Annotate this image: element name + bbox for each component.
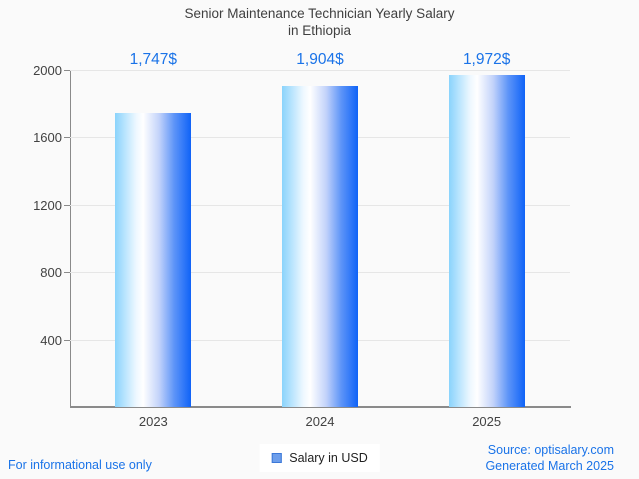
y-tick-mark (64, 70, 70, 71)
legend-swatch-icon (271, 453, 282, 463)
chart-title: Senior Maintenance Technician Yearly Sal… (0, 6, 639, 39)
footer-disclaimer: For informational use only (8, 458, 152, 472)
y-tick-label: 400 (40, 332, 62, 348)
bar-2025[interactable] (448, 74, 525, 407)
bar-2024[interactable] (282, 86, 358, 407)
x-axis-label: 2025 (472, 414, 502, 429)
y-tick-label: 2000 (33, 63, 62, 78)
y-tick-label: 1200 (33, 197, 62, 213)
gridline (70, 70, 570, 71)
y-tick-mark (64, 204, 70, 206)
y-axis-line (70, 70, 71, 407)
x-axis-label: 2023 (138, 414, 168, 429)
bar-value-label: 1,972$ (462, 51, 511, 68)
bar-2023[interactable] (115, 112, 192, 407)
chart-title-line1: Senior Maintenance Technician Yearly Sal… (184, 6, 455, 21)
bar-value-label: 1,904$ (296, 51, 344, 68)
generated-date: Generated March 2025 (485, 459, 614, 473)
footer-source: Source: optisalary.com Generated March 2… (485, 442, 614, 474)
chart-title-line2: in Ethiopia (287, 22, 352, 38)
y-tick-mark (64, 137, 70, 139)
y-tick-label: 1600 (33, 130, 62, 146)
source-link[interactable]: Source: optisalary.com (487, 443, 614, 457)
bar-value-label: 1,747$ (129, 51, 178, 68)
plot-area (70, 70, 570, 407)
y-tick-label: 800 (40, 265, 62, 281)
x-axis-line (70, 406, 571, 408)
y-tick-mark (64, 272, 70, 274)
legend-label: Salary in USD (289, 451, 368, 465)
y-tick-mark (64, 339, 70, 341)
x-axis-label: 2024 (305, 414, 335, 429)
legend[interactable]: Salary in USD (259, 444, 380, 472)
